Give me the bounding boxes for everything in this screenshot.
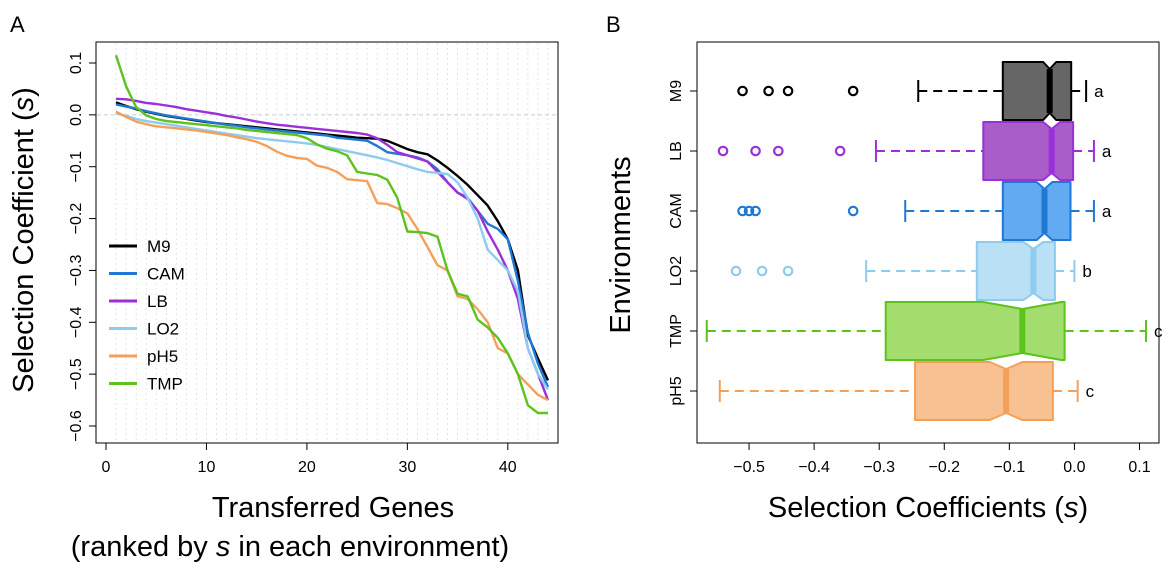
significance-group-label: a (1094, 82, 1104, 101)
panel-a-y-axis-title: Selection Coefficient (s) (8, 87, 40, 393)
significance-group-label: a (1102, 142, 1112, 161)
panel-a-x-ticks: 0 10 20 30 40 (102, 442, 517, 476)
box-body (975, 241, 1056, 301)
significance-group-label: c (1154, 322, 1162, 341)
outlier-point (737, 205, 748, 217)
x-tick-label: 20 (298, 459, 316, 476)
y-tick-label: −0.6 (68, 410, 85, 442)
panel-a-label: A (10, 12, 25, 37)
x-tick-label: −0.5 (733, 459, 765, 476)
y-tick-label: 0.0 (68, 104, 85, 126)
outlier-point (782, 85, 794, 97)
category-label-cam: CAM (668, 193, 685, 229)
boxplot-m9: a (737, 61, 1104, 121)
boxplot-tmp: c (705, 301, 1162, 361)
y-tick-label: 0.1 (68, 52, 85, 74)
panel-a-y-ticks: 0.1 0.0 −0.1 −0.2 −0.3 −0.4 −0.5 −0.6 (68, 52, 97, 442)
y-tick-label: −0.4 (68, 306, 85, 338)
category-label-tmp: TMP (668, 314, 685, 348)
legend-label-lo2: LO2 (147, 320, 179, 339)
y-tick-label: −0.2 (68, 203, 85, 235)
box-body (914, 361, 1054, 421)
x-tick-label: −0.3 (863, 459, 895, 476)
panel-b-label: B (606, 12, 621, 37)
boxplot-lb: a (717, 121, 1112, 181)
panel-a-x-axis-subtitle: (ranked by s in each environment) (71, 531, 509, 562)
box-body (884, 301, 1066, 361)
outlier-point (773, 145, 784, 157)
y-tick-label: −0.1 (68, 151, 85, 183)
series-line-lo2 (115, 112, 550, 391)
category-label-ph5: pH5 (668, 376, 685, 405)
box-body (1001, 181, 1072, 241)
outlier-point (717, 145, 729, 157)
legend-label-cam: CAM (147, 265, 185, 284)
panel-b-category-labels: M9 LB CAM LO2 TMP pH5 (668, 80, 697, 406)
x-tick-label: 0.0 (1063, 459, 1085, 476)
outlier-point (737, 85, 748, 97)
panel-a-grid (115, 43, 549, 442)
category-label-m9: M9 (668, 80, 685, 102)
outlier-point (847, 205, 859, 217)
significance-group-label: b (1082, 262, 1091, 281)
outlier-point (847, 85, 859, 97)
series-line-lb (115, 97, 550, 401)
y-tick-label: −0.5 (68, 358, 85, 390)
series-line-tmp (114, 54, 548, 415)
x-tick-label: −0.2 (928, 459, 960, 476)
series-line-ph5 (115, 110, 549, 402)
significance-group-label: c (1086, 382, 1095, 401)
significance-group-label: a (1102, 202, 1112, 221)
outlier-point (782, 265, 794, 277)
outlier-point (763, 85, 774, 97)
outlier-point (750, 145, 761, 157)
panel-a-legend: M9 CAM LB LO2 pH5 TMP (109, 237, 185, 394)
boxplot-ph5: c (718, 361, 1095, 421)
legend-label-m9: M9 (147, 237, 171, 256)
panel-b-boxplots: a a a b c c (705, 61, 1162, 421)
panel-b: B a a a b c c −0.5 −0.4 −0.3 −0.2 −0.1 0.0 0.1 M9 LB… (605, 12, 1162, 524)
series-line-m9 (115, 101, 550, 381)
x-tick-label: 0.1 (1128, 459, 1150, 476)
category-label-lo2: LO2 (668, 256, 685, 286)
panel-b-x-axis-title: Selection Coefficients (s) (768, 492, 1088, 524)
x-tick-label: 10 (198, 459, 216, 476)
panel-a-series-lines (114, 54, 550, 415)
legend-label-lb: LB (147, 292, 168, 311)
box-body (982, 121, 1075, 181)
x-tick-label: 0 (102, 459, 111, 476)
legend-label-tmp: TMP (147, 375, 183, 394)
legend-label-ph5: pH5 (147, 347, 178, 366)
panel-b-y-axis-title: Environments (605, 156, 637, 333)
outlier-point (834, 145, 846, 157)
x-tick-label: 30 (398, 459, 416, 476)
outlier-point (756, 265, 768, 277)
y-tick-label: −0.3 (68, 255, 85, 287)
x-tick-label: 40 (499, 459, 517, 476)
box-body (1001, 61, 1073, 121)
outlier-point (730, 265, 742, 277)
outlier-point (743, 205, 755, 217)
x-tick-label: −0.1 (994, 459, 1026, 476)
panel-a-x-axis-title: Transferred Genes (212, 492, 454, 524)
boxplot-lo2: b (730, 241, 1092, 301)
category-label-lb: LB (668, 141, 685, 161)
x-tick-label: −0.4 (798, 459, 830, 476)
panel-b-x-ticks: −0.5 −0.4 −0.3 −0.2 −0.1 0.0 0.1 (733, 442, 1151, 476)
panel-a: A 0 10 20 30 40 0.1 0.0 −0.1 −0.2 −0.3 −0.4 −0.5 −0… (8, 12, 559, 562)
outlier-point (750, 205, 761, 217)
boxplot-cam: a (737, 181, 1112, 241)
